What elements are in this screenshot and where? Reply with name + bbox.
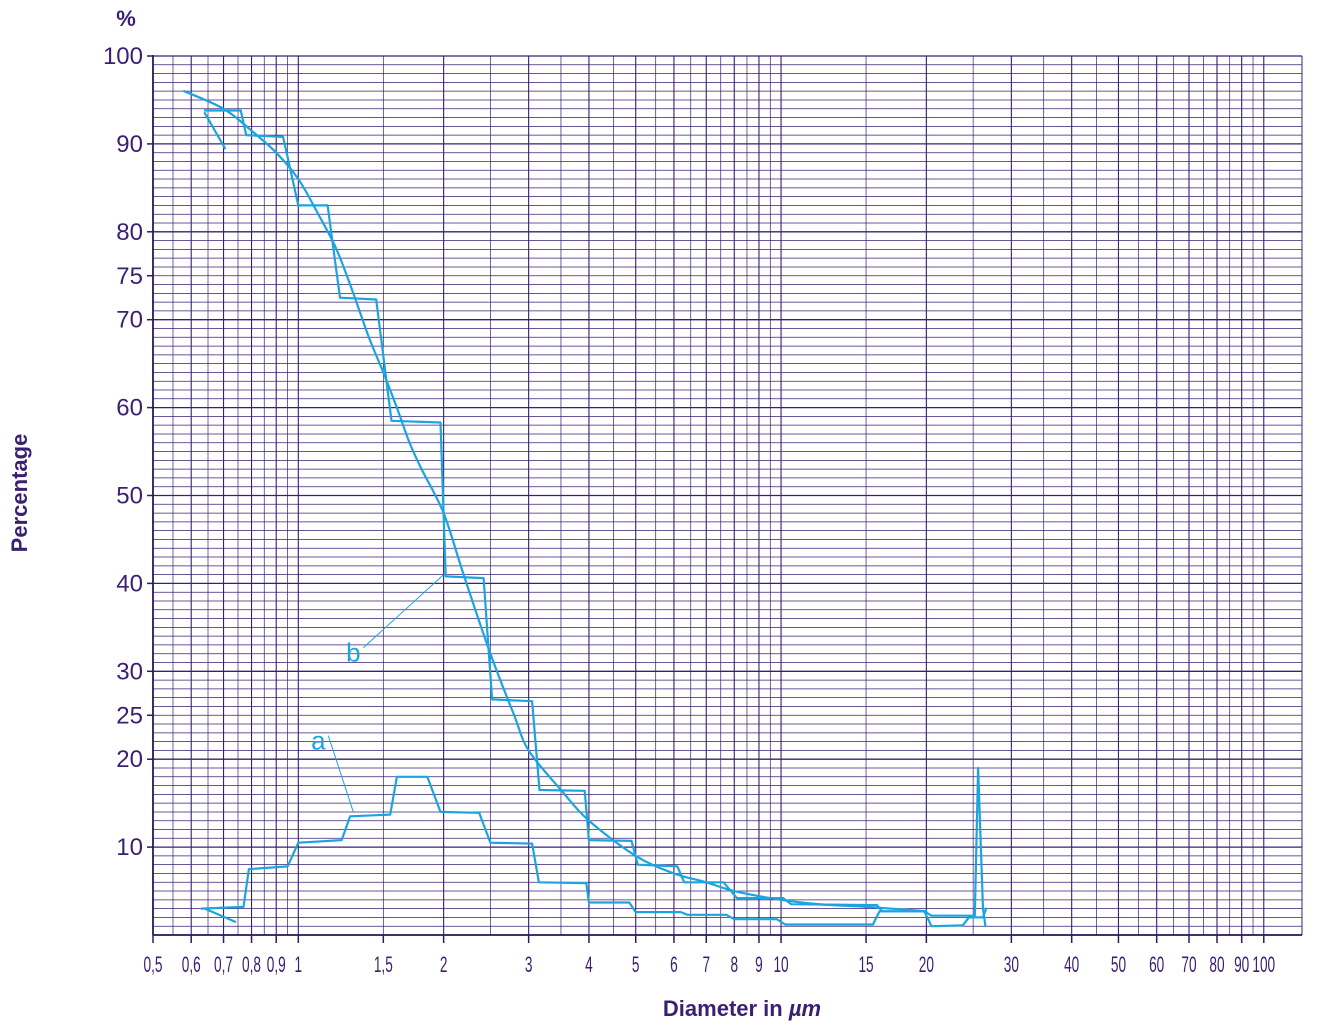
- x-tick-label: 3: [525, 952, 533, 977]
- x-tick-label: 1,5: [374, 952, 393, 977]
- annotation-layer: ab: [311, 574, 444, 813]
- y-tick-label: 60: [116, 395, 143, 422]
- x-axis-label-text: Diameter in: [662, 996, 789, 1021]
- x-tick-label: 15: [858, 952, 873, 977]
- annotation-label-a: a: [311, 726, 326, 756]
- y-tick-label: 40: [116, 570, 143, 597]
- x-tick-label: 5: [632, 952, 640, 977]
- y-tick-label: 25: [116, 702, 143, 729]
- y-tick-label: 20: [116, 746, 143, 773]
- x-tick-label: 40: [1064, 952, 1079, 977]
- series-curve-3: [203, 112, 227, 150]
- x-tick-label: 90: [1234, 952, 1249, 977]
- series-curve-2: [183, 90, 928, 913]
- y-tick-label: 10: [116, 834, 143, 861]
- x-tick-label: 7: [702, 952, 710, 977]
- x-tick-label: 8: [730, 952, 738, 977]
- series-curve-4: [203, 907, 237, 923]
- x-axis-label: Diameter in µm: [663, 996, 821, 1022]
- y-tick-label: 100: [103, 43, 143, 70]
- y-tick-label: 90: [116, 131, 143, 158]
- x-tick-label: 6: [670, 952, 678, 977]
- y-unit-label: %: [116, 6, 136, 31]
- x-axis-label-unit: µm: [788, 996, 822, 1021]
- xtick-layer: 0,5 0,6 0,7 0,8 0,9 1 1,5 2 3 4 5 6 7 8 9 10 15 20 30 40 50 6…: [144, 935, 1275, 977]
- x-tick-label: 100: [1252, 952, 1275, 977]
- x-tick-label: 70: [1181, 952, 1196, 977]
- y-tick-label: 80: [116, 219, 143, 246]
- y-tick-label: 70: [116, 307, 143, 334]
- annotation-leader-a: [327, 735, 354, 813]
- x-tick-label: 0,8: [242, 952, 261, 977]
- x-tick-label: 0,6: [182, 952, 201, 977]
- y-tick-label: 75: [116, 263, 143, 290]
- x-tick-label: 20: [919, 952, 934, 977]
- annotation-leader-b: [362, 574, 444, 649]
- x-tick-label: 80: [1209, 952, 1224, 977]
- series-b: [203, 109, 987, 928]
- grid-major: [152, 55, 1303, 936]
- x-tick-label: 9: [755, 952, 763, 977]
- x-tick-label: 0,7: [214, 952, 233, 977]
- x-tick-label: 60: [1149, 952, 1164, 977]
- y-tick-label: 50: [116, 483, 143, 510]
- x-tick-label: 1: [295, 952, 303, 977]
- x-tick-label: 50: [1111, 952, 1126, 977]
- x-tick-label: 30: [1004, 952, 1019, 977]
- ytick-layer: 10 20 25 30 40 50 60 70 75 80 90 100: [103, 43, 153, 861]
- y-axis-label: Percentage: [7, 433, 32, 553]
- series-a: [200, 775, 988, 928]
- x-tick-label: 0,5: [144, 952, 163, 977]
- x-tick-label: 10: [773, 952, 788, 977]
- annotation-label-b: b: [346, 638, 360, 668]
- grid-minor: [153, 56, 1302, 935]
- series-layer: [183, 90, 988, 928]
- x-tick-label: 2: [440, 952, 448, 977]
- y-tick-label: 30: [116, 658, 143, 685]
- x-tick-label: 4: [585, 952, 593, 977]
- x-tick-label: 0,9: [267, 952, 286, 977]
